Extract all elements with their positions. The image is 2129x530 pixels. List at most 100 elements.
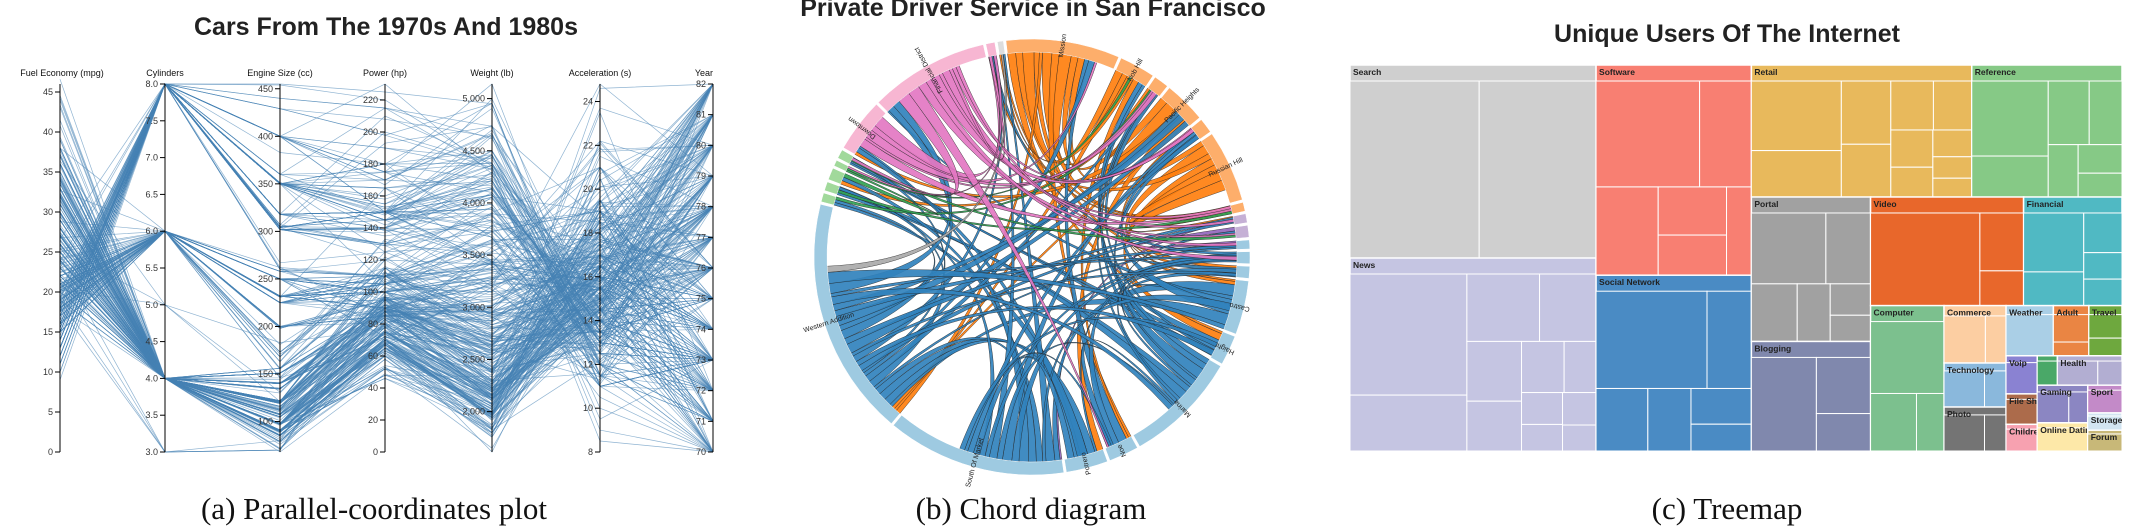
treemap-label: Voip: [2009, 358, 2027, 368]
pc-tick-label: 7.0: [145, 153, 158, 163]
treemap-label: Computer: [1874, 308, 1915, 318]
treemap-cell: [1466, 400, 1523, 452]
pc-tick-label: 72: [696, 386, 706, 396]
treemap-cell: [1539, 273, 1597, 342]
treemap-cell: [2077, 172, 2123, 198]
treemap-cell: [1829, 283, 1872, 316]
chord-group-arc: [1235, 265, 1251, 279]
treemap-cell: [1840, 143, 1892, 198]
pc-tick-label: 18: [583, 228, 593, 238]
treemap-cell: [1890, 129, 1934, 168]
treemap-cells: Search News Software Social Network Retail Re…: [1349, 64, 2123, 452]
treemap-cell: [1647, 387, 1692, 452]
treemap-category: Photo: [1943, 406, 2007, 452]
treemap-cell: [1563, 340, 1597, 394]
treemap-cell: [1870, 321, 1945, 394]
treemap-cell: [2056, 360, 2099, 386]
treemap-cell: [1890, 80, 1934, 131]
treemap-cell: [1690, 423, 1752, 452]
treemap-label: Online Dating: [2040, 425, 2095, 435]
pc-tick-label: 40: [368, 383, 378, 393]
pc-tick-label: 35: [43, 167, 53, 177]
pc-polyline: [59, 232, 714, 426]
treemap-cell: [1984, 315, 2007, 364]
treemap-category: Adult: [2052, 304, 2090, 357]
pc-tick-label: 4,500: [462, 146, 485, 156]
treemap-category: Gaming: [2036, 384, 2089, 424]
chord-group-arc: [1223, 279, 1249, 335]
treemap-cell: [1750, 356, 1817, 452]
treemap-category: Retail: [1750, 64, 1973, 198]
treemap-cell: [1478, 80, 1597, 259]
treemap-cell: [1870, 212, 1981, 307]
treemap-category: Voip: [2005, 355, 2038, 395]
pc-tick-label: 78: [696, 202, 706, 212]
chord-group-arc: [824, 181, 840, 195]
treemap-label: Reference: [1975, 67, 2016, 77]
treemap-label: Travel: [2092, 308, 2117, 318]
treemap-category: Software: [1595, 64, 1753, 276]
pc-tick-label: 20: [43, 287, 53, 297]
treemap-cell: [1349, 273, 1468, 396]
pc-tick-label: 79: [696, 171, 706, 181]
pc-tick-label: 100: [363, 287, 378, 297]
treemap-cell: [1890, 166, 1934, 198]
pc-tick-label: 10: [583, 403, 593, 413]
chord-group-arc: [1210, 331, 1236, 365]
treemap-category: Computer: [1869, 304, 1945, 452]
treemap-cell: [1750, 283, 1798, 342]
pc-tick-label: 0: [373, 447, 378, 457]
treemap-cell: [1971, 80, 2049, 157]
pc-tick-label: 250: [258, 274, 273, 284]
pc-tick-label: 8: [588, 447, 593, 457]
pc-axis: Year 70 71 72 73 74 75 76 77 78 79 80 81 82: [695, 68, 714, 457]
pc-axis-label: Weight (lb): [470, 68, 513, 78]
pc-axis-label: Engine Size (cc): [247, 68, 313, 78]
pc-axis-label: Year: [695, 68, 713, 78]
treemap-category: Search: [1349, 64, 1597, 259]
treemap-label: Social Network: [1599, 277, 1660, 287]
treemap-cell: [2097, 360, 2123, 386]
treemap-cell: [2083, 278, 2123, 307]
treemap-cell: [1466, 273, 1541, 342]
treemap-cell: [1726, 186, 1752, 276]
chord-group-label: Castro: [1229, 301, 1251, 313]
pc-tick-label: 300: [258, 226, 273, 236]
pc-axis-label: Power (hp): [363, 68, 407, 78]
treemap-label: Financial: [2027, 199, 2064, 209]
pc-tick-label: 350: [258, 179, 273, 189]
treemap-cell: [1699, 80, 1752, 188]
treemap-label: Storage: [2091, 415, 2123, 425]
pc-tick-label: 5,000: [462, 94, 485, 104]
pc-tick-label: 10: [43, 367, 53, 377]
chord-group-arc: [1236, 251, 1251, 264]
chord-title: Private Driver Service in San Francisco: [800, 0, 1266, 22]
pc-axis: Cylinders 3.0 3.5 4.0 4.5 5.0 5.5 6.0 6.5 7.0 7.5 8…: [145, 68, 184, 457]
pc-tick-label: 5.5: [145, 263, 158, 273]
treemap-cell: [1915, 392, 1945, 452]
chord-group-arc: [820, 192, 837, 206]
treemap-cell: [1840, 80, 1892, 145]
treemap-label: Commerce: [1947, 308, 1991, 318]
pc-tick-label: 82: [696, 79, 706, 89]
chord-group-arc: [827, 167, 846, 185]
treemap-cell: [1562, 424, 1597, 452]
treemap-category: Travel: [2088, 304, 2123, 357]
treemap-cell: [1595, 80, 1701, 188]
chord-group-arc: [1132, 359, 1222, 447]
treemap-label: Portal: [1754, 199, 1778, 209]
treemap-cell: [1690, 387, 1752, 425]
pc-axis: Fuel Economy (mpg) 0 5 10 15 20 25 30 35 40 45: [20, 68, 104, 457]
treemap-chart: Unique Users Of The Internet SearchNewsS…: [1349, 20, 2123, 526]
treemap-cell: [2005, 362, 2038, 395]
treemap-cell: [2088, 314, 2123, 339]
pc-tick-label: 20: [583, 184, 593, 194]
pc-tick-label: 6.5: [145, 189, 158, 199]
pc-tick-label: 12: [583, 359, 593, 369]
treemap-cell: [1657, 186, 1728, 236]
treemap-cell: [1815, 413, 1872, 452]
pc-tick-label: 60: [368, 351, 378, 361]
pc-tick-label: 15: [43, 327, 53, 337]
